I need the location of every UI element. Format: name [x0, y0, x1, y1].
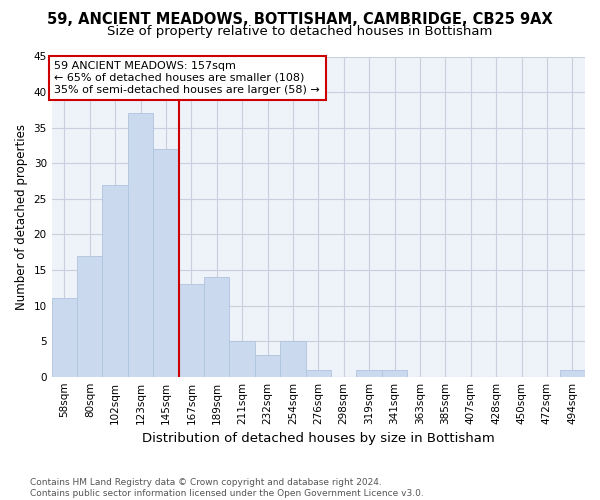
Text: 59 ANCIENT MEADOWS: 157sqm
← 65% of detached houses are smaller (108)
35% of sem: 59 ANCIENT MEADOWS: 157sqm ← 65% of deta… — [55, 62, 320, 94]
Bar — [305, 370, 331, 376]
Bar — [382, 370, 407, 376]
Bar — [356, 370, 382, 376]
Text: Contains HM Land Registry data © Crown copyright and database right 2024.
Contai: Contains HM Land Registry data © Crown c… — [30, 478, 424, 498]
Text: 59, ANCIENT MEADOWS, BOTTISHAM, CAMBRIDGE, CB25 9AX: 59, ANCIENT MEADOWS, BOTTISHAM, CAMBRIDG… — [47, 12, 553, 28]
X-axis label: Distribution of detached houses by size in Bottisham: Distribution of detached houses by size … — [142, 432, 495, 445]
Bar — [255, 356, 280, 376]
Y-axis label: Number of detached properties: Number of detached properties — [15, 124, 28, 310]
Bar — [103, 184, 128, 376]
Bar — [204, 277, 229, 376]
Bar — [560, 370, 585, 376]
Bar — [77, 256, 103, 376]
Text: Size of property relative to detached houses in Bottisham: Size of property relative to detached ho… — [107, 25, 493, 38]
Bar — [280, 341, 305, 376]
Bar — [52, 298, 77, 376]
Bar — [153, 149, 179, 376]
Bar — [128, 114, 153, 376]
Bar — [229, 341, 255, 376]
Bar — [179, 284, 204, 376]
